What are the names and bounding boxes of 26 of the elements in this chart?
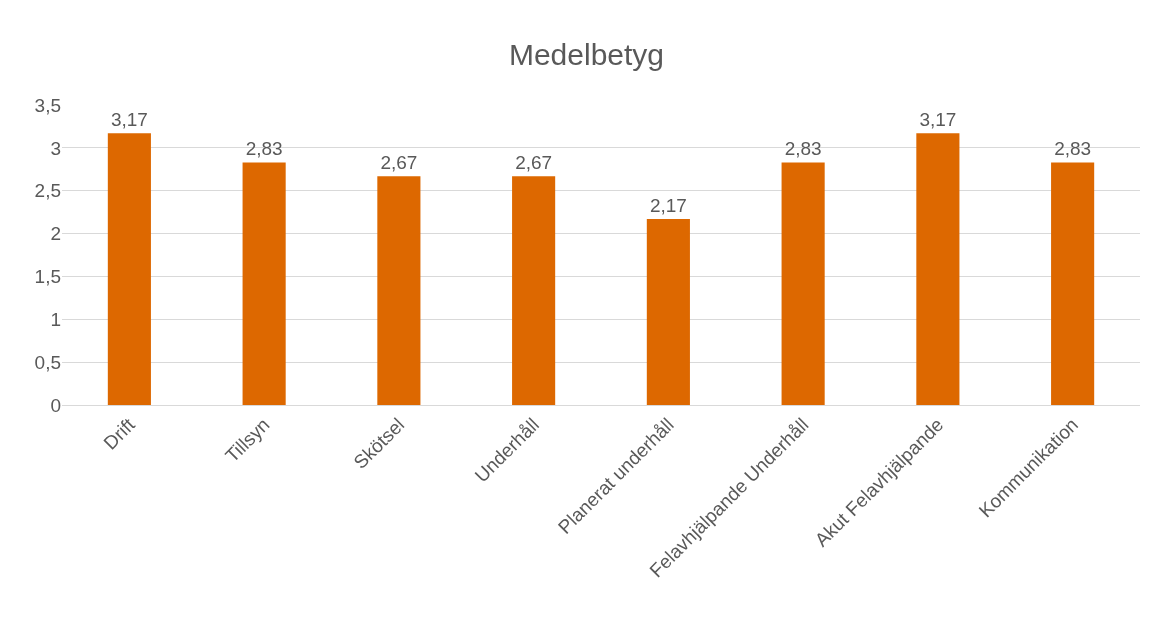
bar	[916, 133, 960, 405]
bar	[107, 133, 151, 405]
data-label: 2,17	[649, 195, 687, 216]
bar	[242, 162, 286, 405]
data-label: 3,17	[110, 109, 148, 131]
y-tick-label: 0,5	[34, 351, 61, 373]
bar	[781, 162, 825, 405]
bar	[1051, 162, 1095, 405]
y-tick-label: 3	[50, 137, 61, 159]
y-tick-label: 1	[50, 308, 61, 330]
data-label: 2,67	[380, 152, 418, 174]
y-tick-label: 2,5	[34, 180, 61, 202]
chart-title: Medelbetyg	[508, 37, 665, 71]
x-tick-label: Drift	[99, 413, 140, 454]
data-label: 2,83	[245, 138, 283, 160]
data-label: 3,17	[919, 109, 957, 131]
bar	[377, 176, 421, 405]
data-label: 2,83	[1054, 138, 1092, 160]
y-tick-label: 0	[50, 394, 61, 416]
bar	[512, 176, 556, 405]
y-tick-label: 2	[50, 223, 61, 245]
data-label: 2,67	[515, 152, 553, 174]
y-tick-label: 1,5	[34, 266, 61, 288]
bar	[646, 219, 690, 405]
data-label: 2,83	[784, 138, 822, 160]
y-tick-label: 3,5	[34, 94, 61, 116]
